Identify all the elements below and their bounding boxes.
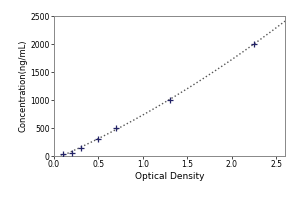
X-axis label: Optical Density: Optical Density <box>135 172 204 181</box>
Y-axis label: Concentration(ng/mL): Concentration(ng/mL) <box>19 40 28 132</box>
